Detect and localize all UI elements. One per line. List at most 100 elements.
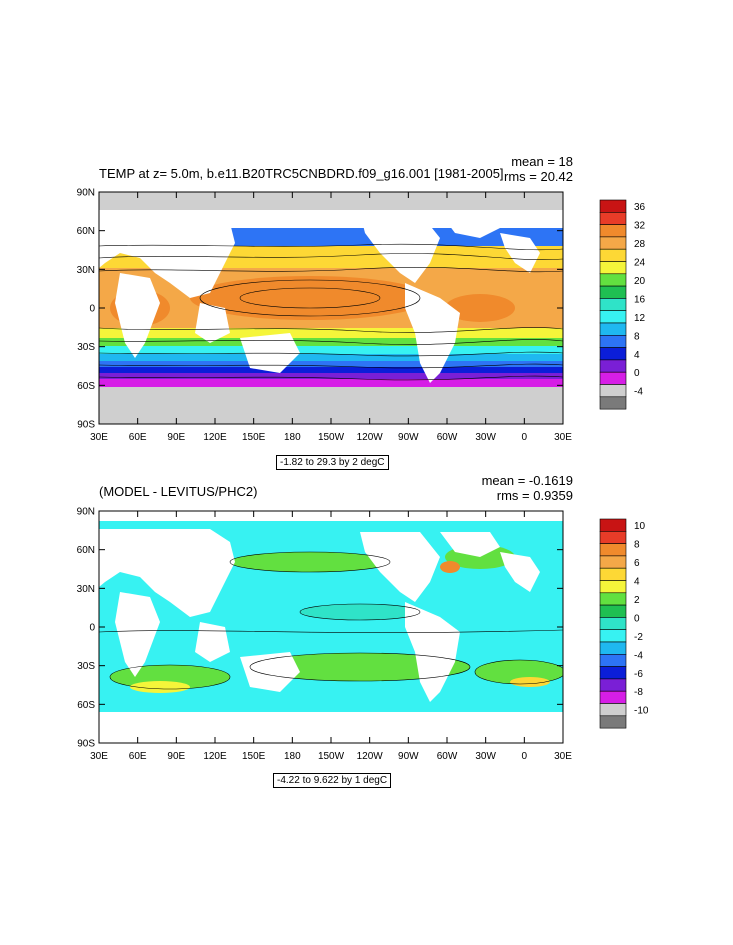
panel1-title: TEMP at z= 5.0m, b.e11.B20TRC5CNBDRD.f09…	[99, 166, 504, 181]
colorbar-label: 36	[634, 202, 646, 213]
lon-label: 90W	[398, 432, 419, 443]
colorbar-label: 16	[634, 294, 646, 305]
colorbar-swatch	[599, 592, 627, 606]
panel2-range-label: -4.22 to 9.622 by 1 degC	[273, 773, 392, 788]
lat-label: 0	[89, 623, 95, 634]
lon-label: 0	[522, 432, 528, 443]
colorbar-swatch	[599, 224, 627, 238]
colorbar-swatch	[599, 371, 627, 385]
colorbar-swatch	[599, 335, 627, 348]
colorbar-label: 10	[634, 521, 646, 532]
colorbar-swatch	[599, 555, 627, 569]
colorbar-swatch	[599, 359, 627, 373]
lat-label: 30S	[77, 342, 95, 353]
colorbar-swatch	[599, 518, 627, 532]
colorbar-label: -8	[634, 687, 643, 698]
colorbar-label: 32	[634, 221, 646, 232]
lon-label: 30E	[554, 751, 572, 762]
lat-label: 30N	[77, 265, 95, 276]
colorbar-swatch	[599, 212, 627, 225]
colorbar-swatch	[599, 678, 627, 692]
lon-label: 120W	[357, 432, 384, 443]
colorbar-swatch	[599, 384, 627, 398]
colorbar-swatch	[599, 236, 627, 250]
lon-label: 60E	[129, 432, 147, 443]
lon-label: 60W	[437, 432, 458, 443]
lon-label: 90W	[398, 751, 419, 762]
colorbar-swatch	[599, 604, 627, 618]
lon-label: 180	[284, 432, 301, 443]
colorbar-label: 8	[634, 540, 640, 551]
colorbar-swatch	[599, 629, 627, 643]
lon-label: 30W	[475, 751, 496, 762]
lat-label: 0	[89, 304, 95, 315]
colorbar-swatch	[599, 199, 627, 213]
colorbar-swatch	[599, 690, 627, 704]
panel1-field	[99, 192, 563, 424]
lon-label: 90E	[167, 432, 185, 443]
colorbar-label: -4	[634, 650, 643, 661]
lon-label: 30E	[554, 432, 572, 443]
panel1-range-label: -1.82 to 29.3 by 2 degC	[276, 455, 389, 470]
colorbar-swatch	[599, 641, 627, 655]
colorbar-label: 28	[634, 239, 646, 250]
colorbar-swatch	[599, 248, 627, 262]
colorbar-label: -2	[634, 632, 643, 643]
panel1-map: 90N 60N 30N 0 30S 60S 90S 30E 60E 90E 120E 150E 180…	[77, 188, 573, 444]
colorbar-label: 12	[634, 313, 646, 324]
colorbar-swatch	[599, 567, 627, 581]
colorbar-swatch	[599, 273, 627, 287]
lon-label: 120E	[203, 432, 227, 443]
colorbar-label: 6	[634, 558, 640, 569]
colorbar-swatch	[599, 310, 627, 324]
colorbar-swatch	[599, 298, 627, 312]
colorbar-swatch	[599, 703, 627, 717]
lat-label: 30S	[77, 661, 95, 672]
panel1-mean: mean = 18	[511, 154, 573, 169]
colorbar-swatch	[599, 347, 627, 361]
colorbar-label: 8	[634, 331, 640, 342]
panel1-rms: rms = 20.42	[503, 169, 573, 184]
colorbar-swatch	[599, 322, 627, 336]
colorbar-swatch	[599, 654, 627, 667]
lon-label: 150E	[242, 751, 266, 762]
colorbar-label: 4	[634, 350, 640, 361]
lon-label: 120E	[203, 751, 227, 762]
lon-label: 30E	[90, 751, 108, 762]
lon-label: 30E	[90, 432, 108, 443]
colorbar-label: 4	[634, 577, 640, 588]
lat-label: 60N	[77, 545, 95, 556]
colorbar-label: -6	[634, 669, 643, 680]
colorbar-swatch	[599, 666, 627, 680]
colorbar-swatch	[599, 580, 627, 594]
panel2-field	[99, 511, 563, 743]
panel2-colorbar: 10 8 6 4 2 0 -2 -4 -6 -8 -10	[599, 518, 649, 729]
panel1-colorbar: 36 32 28 24 20 16 12 8 4 0 -4	[599, 199, 646, 410]
lat-label: 90N	[77, 507, 95, 518]
colorbar-swatch	[599, 285, 627, 299]
lon-label: 120W	[357, 751, 384, 762]
colorbar-swatch	[599, 543, 627, 557]
colorbar-swatch	[599, 715, 627, 729]
panel2-mean: mean = -0.1619	[481, 473, 573, 488]
lon-label: 150E	[242, 432, 266, 443]
lat-label: 90S	[77, 739, 95, 750]
lon-label: 0	[522, 751, 528, 762]
lat-label: 30N	[77, 584, 95, 595]
colorbar-swatch	[599, 261, 627, 275]
colorbar-label: 0	[634, 613, 640, 624]
lon-label: 60E	[129, 751, 147, 762]
lon-label: 90E	[167, 751, 185, 762]
lon-label: 180	[284, 751, 301, 762]
lat-label: 60S	[77, 700, 95, 711]
colorbar-swatch	[599, 531, 627, 544]
lon-label: 150W	[318, 432, 345, 443]
colorbar-label: -4	[634, 387, 643, 398]
colorbar-label: 2	[634, 595, 640, 606]
colorbar-swatch	[599, 396, 627, 410]
lat-label: 90S	[77, 420, 95, 431]
lat-label: 60S	[77, 381, 95, 392]
colorbar-label: 24	[634, 258, 646, 269]
colorbar-swatch	[599, 617, 627, 631]
lon-label: 30W	[475, 432, 496, 443]
